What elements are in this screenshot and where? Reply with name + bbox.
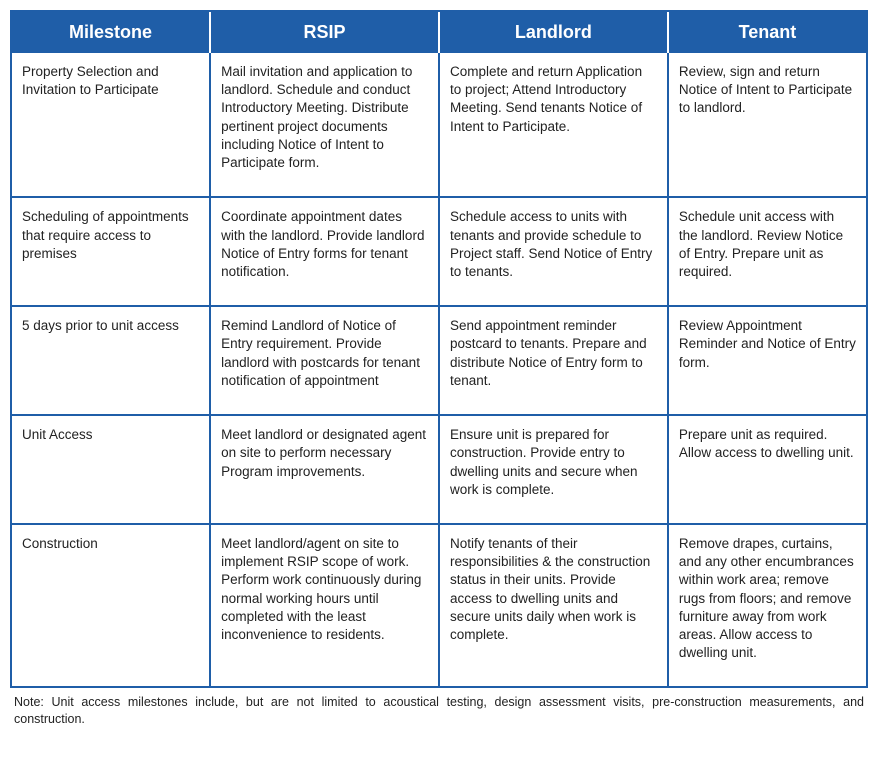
footnote: Note: Unit access milestones include, bu… [10, 688, 868, 728]
col-header-rsip: RSIP [211, 12, 440, 53]
cell-rsip: Coordinate appointment dates with the la… [211, 198, 440, 307]
cell-rsip: Mail invitation and application to landl… [211, 53, 440, 198]
cell-rsip: Meet landlord/agent on site to implement… [211, 525, 440, 687]
cell-landlord: Ensure unit is prepared for construction… [440, 416, 669, 525]
table-row: Scheduling of appointments that require … [12, 198, 866, 307]
cell-tenant: Review Appointment Reminder and Notice o… [669, 307, 866, 416]
table-body: Property Selection and Invitation to Par… [12, 53, 866, 686]
cell-milestone: Construction [12, 525, 211, 687]
cell-milestone: Property Selection and Invitation to Par… [12, 53, 211, 198]
cell-tenant: Review, sign and return Notice of Intent… [669, 53, 866, 198]
cell-tenant: Prepare unit as required. Allow access t… [669, 416, 866, 525]
cell-landlord: Complete and return Application to proje… [440, 53, 669, 198]
col-header-landlord: Landlord [440, 12, 669, 53]
cell-landlord: Send appointment reminder postcard to te… [440, 307, 669, 416]
cell-tenant: Schedule unit access with the landlord. … [669, 198, 866, 307]
table-row: Unit Access Meet landlord or designated … [12, 416, 866, 525]
table-row: 5 days prior to unit access Remind Landl… [12, 307, 866, 416]
cell-rsip: Meet landlord or designated agent on sit… [211, 416, 440, 525]
cell-tenant: Remove drapes, curtains, and any other e… [669, 525, 866, 687]
col-header-tenant: Tenant [669, 12, 866, 53]
col-header-milestone: Milestone [12, 12, 211, 53]
table-row: Construction Meet landlord/agent on site… [12, 525, 866, 687]
cell-rsip: Remind Landlord of Notice of Entry requi… [211, 307, 440, 416]
table-header: Milestone RSIP Landlord Tenant [12, 12, 866, 53]
table-row: Property Selection and Invitation to Par… [12, 53, 866, 198]
responsibilities-table: Milestone RSIP Landlord Tenant Property … [10, 10, 868, 688]
cell-landlord: Notify tenants of their responsibilities… [440, 525, 669, 687]
cell-landlord: Schedule access to units with tenants an… [440, 198, 669, 307]
cell-milestone: Scheduling of appointments that require … [12, 198, 211, 307]
cell-milestone: 5 days prior to unit access [12, 307, 211, 416]
cell-milestone: Unit Access [12, 416, 211, 525]
